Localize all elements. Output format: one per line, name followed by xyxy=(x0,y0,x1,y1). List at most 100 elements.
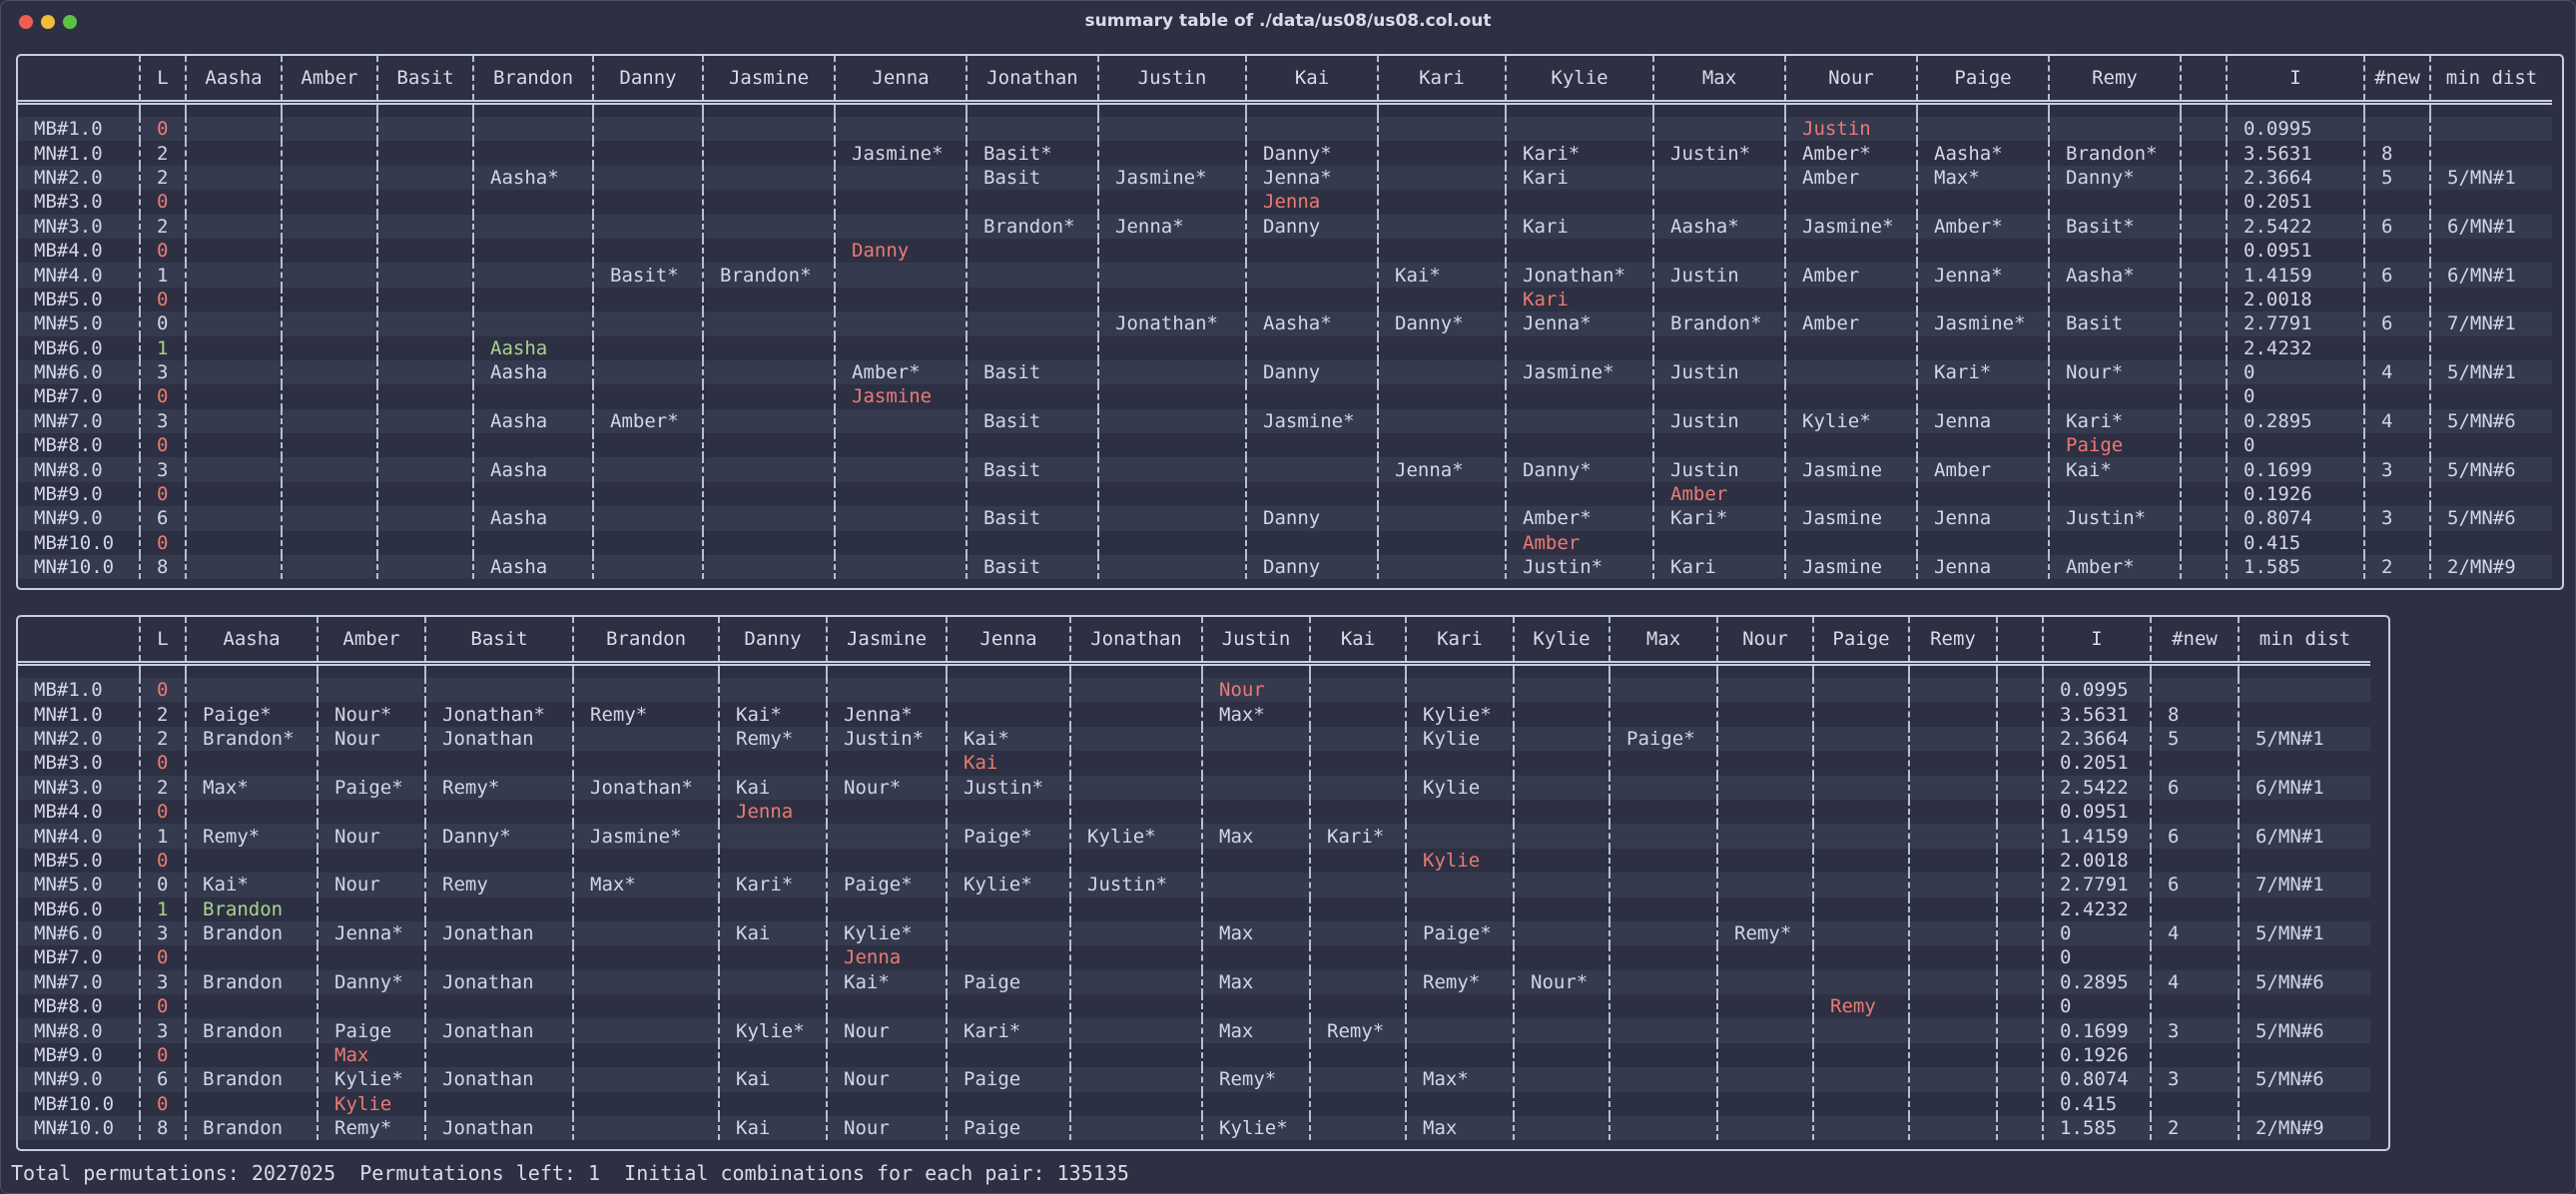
column-header: Aasha xyxy=(185,56,282,103)
table-cell: Jenna xyxy=(826,945,947,970)
table-cell: 2.4232 xyxy=(2226,335,2364,360)
table-cell xyxy=(317,896,425,921)
table-cell xyxy=(1377,117,1506,142)
table-cell: Kai* xyxy=(826,969,947,995)
table-cell: Nour xyxy=(317,726,425,752)
table-cell xyxy=(185,433,282,458)
column-header: Kylie xyxy=(1513,617,1610,664)
column-header: Kari xyxy=(1377,56,1506,103)
table-cell xyxy=(2150,1091,2239,1117)
table-cell xyxy=(1201,896,1310,921)
row-label: MN#6.0 xyxy=(18,920,140,946)
table-cell xyxy=(572,994,719,1019)
table-cell xyxy=(1812,873,1909,897)
table-cell xyxy=(376,311,473,336)
table-cell: Jonathan xyxy=(424,1018,573,1043)
table-cell: 0.1699 xyxy=(2226,457,2364,482)
table-cell xyxy=(2429,335,2552,360)
table-cell xyxy=(185,335,282,360)
table-cell xyxy=(1309,799,1406,825)
table-cell: Jasmine* xyxy=(1916,311,2049,336)
table-cell xyxy=(1505,335,1653,360)
column-header: Kai xyxy=(1309,617,1406,664)
maximize-window-button[interactable] xyxy=(63,15,77,29)
column-header: I xyxy=(2042,617,2151,664)
table-cell xyxy=(1716,994,1813,1019)
table-cell: 1.4159 xyxy=(2226,263,2364,288)
table-cell: Brandon* xyxy=(1652,311,1785,336)
table-cell xyxy=(2048,238,2181,264)
table-cell xyxy=(1716,726,1813,752)
table-cell xyxy=(2180,287,2227,312)
table-cell xyxy=(1716,751,1813,776)
table-cell xyxy=(1716,678,1813,703)
table-cell xyxy=(718,848,827,874)
table-cell xyxy=(1069,1018,1202,1043)
table-cell: 2/MN#9 xyxy=(2429,555,2552,580)
table-cell: 0 xyxy=(2226,433,2364,458)
table-cell xyxy=(718,1042,827,1068)
table-cell: 5/MN#6 xyxy=(2238,1018,2370,1043)
table-cell: Paige xyxy=(2048,433,2181,458)
table-cell xyxy=(592,530,703,556)
minimize-window-button[interactable] xyxy=(41,15,55,29)
table-cell xyxy=(2048,287,2181,312)
table-cell: 0.1926 xyxy=(2226,481,2364,507)
table-cell xyxy=(1513,702,1610,727)
table-cell xyxy=(1812,799,1909,825)
table-cell: Kai xyxy=(718,1067,827,1092)
table-cell xyxy=(1201,945,1310,970)
table-cell xyxy=(1908,799,1997,825)
table-cell xyxy=(1996,1018,2043,1043)
table-cell xyxy=(185,481,282,507)
table-cell: 3 xyxy=(139,359,186,385)
table-cell xyxy=(1505,238,1653,264)
table-cell: Paige xyxy=(946,969,1070,995)
table-cell xyxy=(1097,457,1246,482)
table-cell xyxy=(1069,726,1202,752)
table-cell xyxy=(718,751,827,776)
table-cell xyxy=(472,530,593,556)
table-cell xyxy=(424,1091,573,1117)
table-cell: 0 xyxy=(2226,359,2364,385)
table-cell xyxy=(281,165,377,191)
table-cell xyxy=(1908,824,1997,849)
table-cell xyxy=(1069,945,1202,970)
table-cell xyxy=(1505,190,1653,215)
table-cell xyxy=(592,287,703,312)
table-cell xyxy=(1716,848,1813,874)
column-header: min dist xyxy=(2429,56,2552,103)
table-cell: Kari* xyxy=(1309,824,1406,849)
table-cell: Kari xyxy=(1505,287,1653,312)
table-cell xyxy=(185,117,282,142)
table-cell xyxy=(424,751,573,776)
table-cell xyxy=(1245,433,1378,458)
table-cell xyxy=(2048,190,2181,215)
table-cell: 5/MN#1 xyxy=(2429,359,2552,385)
row-label: MB#1.0 xyxy=(18,117,140,142)
table-cell: Jasmine* xyxy=(1784,214,1917,239)
table-cell xyxy=(1309,1116,1406,1141)
column-header: Kari xyxy=(1405,617,1514,664)
table-cell xyxy=(281,506,377,531)
table-cell: Jenna xyxy=(1916,506,2049,531)
table-cell xyxy=(472,190,593,215)
table-cell xyxy=(1916,530,2049,556)
table-cell xyxy=(592,457,703,482)
table-cell: Jonathan* xyxy=(424,702,573,727)
table-cell xyxy=(1916,287,2049,312)
table-cell: Remy xyxy=(1812,994,1909,1019)
close-window-button[interactable] xyxy=(19,15,33,29)
table-cell: Jonathan* xyxy=(1097,311,1246,336)
table-cell: Max xyxy=(317,1042,425,1068)
table-cell xyxy=(1201,873,1310,897)
table-cell: 3 xyxy=(2150,1018,2239,1043)
table-cell xyxy=(281,287,377,312)
table-cell xyxy=(472,214,593,239)
table-cell: Kari* xyxy=(2048,408,2181,434)
table-cell: Kari* xyxy=(1652,506,1785,531)
table-cell xyxy=(1609,678,1717,703)
table-cell: 2.3664 xyxy=(2226,165,2364,191)
row-label: MB#6.0 xyxy=(18,335,140,360)
table-cell xyxy=(1309,678,1406,703)
